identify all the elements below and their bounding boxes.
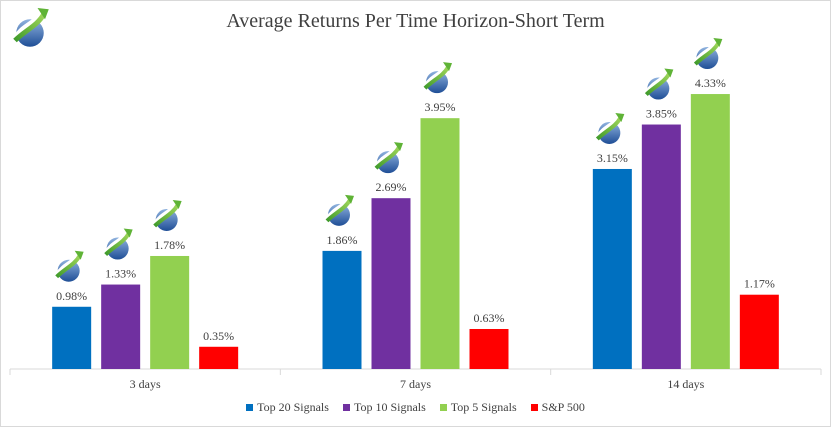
chart-title: Average Returns Per Time Horizon-Short T… bbox=[226, 10, 605, 32]
data-label: 0.35% bbox=[203, 329, 234, 343]
legend-item: Top 20 Signals bbox=[246, 400, 329, 415]
logo-marker bbox=[325, 192, 356, 228]
bar bbox=[420, 118, 460, 369]
data-label: 3.15% bbox=[597, 151, 628, 165]
bar bbox=[592, 168, 632, 369]
bar bbox=[322, 250, 362, 369]
data-label: 1.33% bbox=[105, 267, 136, 281]
data-label: 2.69% bbox=[376, 180, 407, 194]
bar bbox=[739, 294, 779, 369]
legend-swatch bbox=[246, 404, 254, 411]
bar bbox=[150, 255, 190, 369]
legend-label: Top 20 Signals bbox=[257, 400, 329, 414]
bar bbox=[101, 284, 141, 369]
data-label: 1.86% bbox=[327, 233, 358, 247]
logo-marker bbox=[595, 110, 627, 146]
data-label: 1.78% bbox=[154, 238, 185, 252]
data-label: 0.63% bbox=[474, 311, 505, 325]
bar bbox=[690, 94, 730, 370]
bar bbox=[199, 346, 239, 369]
legend-item: Top 5 Signals bbox=[439, 400, 517, 415]
legend-item: Top 10 Signals bbox=[342, 400, 426, 415]
bar bbox=[469, 328, 509, 369]
category-label: 3 days bbox=[130, 377, 161, 391]
legend: Top 20 Signals Top 10 Signals Top 5 Signal… bbox=[0, 400, 831, 415]
data-label: 3.85% bbox=[646, 107, 677, 121]
logo-marker bbox=[103, 226, 135, 262]
logo-marker bbox=[423, 60, 454, 96]
bar bbox=[641, 124, 681, 370]
legend-swatch bbox=[530, 404, 538, 411]
legend-swatch bbox=[342, 404, 350, 411]
data-label: 3.95% bbox=[425, 100, 456, 114]
bar bbox=[52, 306, 92, 369]
logo-marker bbox=[693, 36, 725, 72]
legend-label: Top 5 Signals bbox=[450, 400, 517, 414]
logo-marker bbox=[644, 66, 676, 102]
data-label: 1.17% bbox=[744, 277, 775, 291]
corner-logo bbox=[15, 8, 49, 47]
category-label: 14 days bbox=[667, 377, 704, 391]
logo-marker bbox=[374, 140, 405, 176]
legend-item: S&P 500 bbox=[530, 400, 585, 415]
bar bbox=[371, 198, 411, 369]
legend-label: S&P 500 bbox=[541, 400, 585, 414]
category-label: 7 days bbox=[400, 377, 431, 391]
legend-label: Top 10 Signals bbox=[353, 400, 426, 414]
logo-marker bbox=[152, 197, 184, 233]
data-label: 4.33% bbox=[695, 76, 726, 90]
logo-marker bbox=[54, 248, 86, 284]
data-label: 0.98% bbox=[56, 289, 87, 303]
legend-swatch bbox=[439, 404, 447, 411]
